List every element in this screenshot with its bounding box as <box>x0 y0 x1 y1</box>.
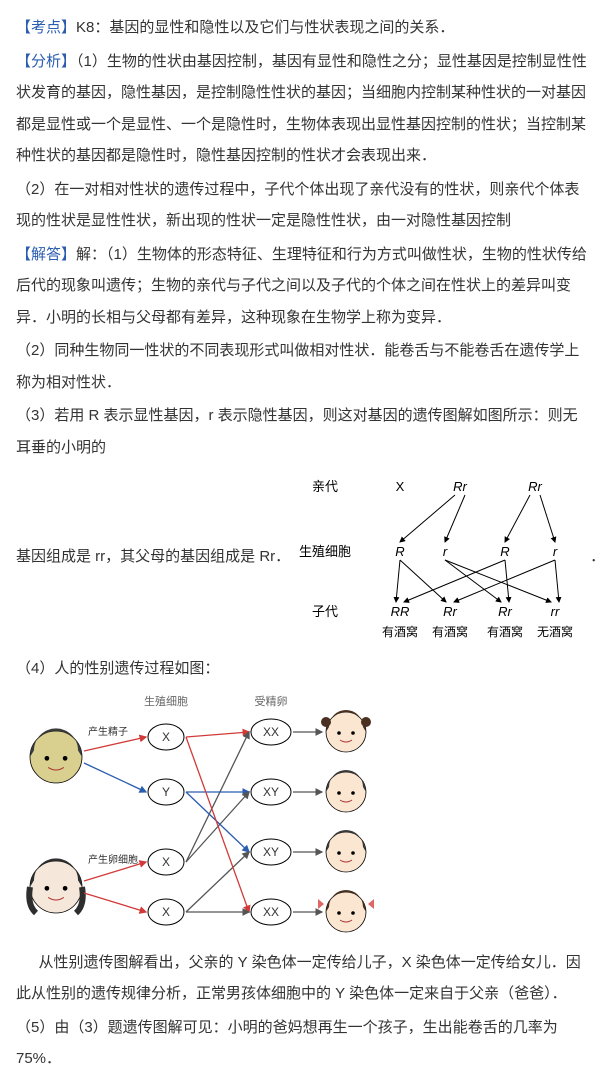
jieda-p5: 从性别遗传图解看出，父亲的 Y 染色体一定传给儿子，X 染色体一定传给女儿．因此… <box>16 947 589 1010</box>
jieda-p1: 【解答】解：（1）生物体的形态特征、生理特征和行为方式叫做性状，生物的性状传给后… <box>16 239 589 334</box>
fenxi-p1-text: （1）生物的性状由基因控制，基因有显性和隐性之分；显性基因是控制显性性状发育的基… <box>16 53 587 165</box>
svg-text:Y: Y <box>162 785 170 799</box>
svg-text:r: r <box>553 544 558 559</box>
svg-text:Rr: Rr <box>453 479 467 494</box>
svg-text:生殖细胞: 生殖细胞 <box>299 544 351 559</box>
svg-text:受精卵: 受精卵 <box>255 695 288 708</box>
kaodian-label: 【考点】 <box>16 19 76 36</box>
svg-text:生殖细胞: 生殖细胞 <box>144 694 188 708</box>
jieda-p3-trail: ． <box>590 541 605 573</box>
svg-text:有酒窝: 有酒窝 <box>382 624 418 639</box>
svg-text:RR: RR <box>391 604 410 619</box>
svg-text:XY: XY <box>263 785 279 799</box>
svg-text:XY: XY <box>263 845 279 859</box>
fenxi-p2: （2）在一对相对性状的遗传过程中，子代个体出现了亲代没有的性状，则亲代个体表现的… <box>16 174 589 237</box>
kaodian-line: 【考点】K8：基因的显性和隐性以及它们与性状表现之间的关系． <box>16 12 589 44</box>
jieda-p3-lead: 基因组成是 rr，其父母的基因组成是 Rr． <box>16 541 290 573</box>
svg-text:rr: rr <box>551 604 560 619</box>
svg-text:有酒窝: 有酒窝 <box>487 624 523 639</box>
svg-text:R: R <box>395 544 404 559</box>
svg-text:X: X <box>162 730 170 744</box>
svg-text:XX: XX <box>263 905 279 919</box>
fenxi-label: 【分析】 <box>16 53 76 70</box>
svg-text:X: X <box>162 855 170 869</box>
sex-inheritance-diagram: 生殖细胞受精卵产生精子产生卵细胞XYXXXXXYXYXX <box>16 687 589 947</box>
genetics-diagram: 亲代生殖细胞子代XRrRrRrRrRRRrRrrr有酒窝有酒窝有酒窝无酒窝 <box>290 467 590 647</box>
svg-text:Rr: Rr <box>528 479 542 494</box>
jieda-p2: （2）同种生物同一性状的不同表现形式叫做相对性状．能卷舌与不能卷舌在遗传学上称为… <box>16 335 589 398</box>
svg-text:有酒窝: 有酒窝 <box>432 624 468 639</box>
sex-inheritance-diagram-svg: 生殖细胞受精卵产生精子产生卵细胞XYXXXXXYXYXX <box>16 687 396 947</box>
jieda-p6: （5）由（3）题遗传图解可见：小明的爸妈想再生一个孩子，生出能卷舌的几率为 75… <box>16 1012 589 1075</box>
jieda-p3: （3）若用 R 表示显性基因，r 表示隐性基因，则这对基因的遗传图解如图所示：则… <box>16 400 589 463</box>
svg-text:无酒窝: 无酒窝 <box>537 624 573 639</box>
svg-text:产生精子: 产生精子 <box>88 725 128 738</box>
svg-text:XX: XX <box>263 725 279 739</box>
jieda-label: 【解答】 <box>16 246 76 263</box>
svg-text:产生卵细胞: 产生卵细胞 <box>88 853 138 866</box>
genetics-diagram-svg: 亲代生殖细胞子代XRrRrRrRrRRRrRrrr有酒窝有酒窝有酒窝无酒窝 <box>290 467 590 647</box>
kaodian-text: K8：基因的显性和隐性以及它们与性状表现之间的关系． <box>76 19 454 36</box>
svg-text:Rr: Rr <box>498 604 512 619</box>
diagram1-row: 基因组成是 rr，其父母的基因组成是 Rr． 亲代生殖细胞子代 X Rr Rr Rr Rr… <box>16 467 589 647</box>
jieda-p4: （4）人的性别遗传过程如图： <box>16 653 589 685</box>
svg-text:Rr: Rr <box>443 604 457 619</box>
svg-text:R: R <box>500 544 509 559</box>
svg-text:X: X <box>162 905 170 919</box>
svg-text:r: r <box>443 544 448 559</box>
jieda-p1-text: 解：（1）生物体的形态特征、生理特征和行为方式叫做性状，生物的性状传给后代的现象… <box>16 246 587 326</box>
svg-text:X: X <box>396 479 405 494</box>
fenxi-p1: 【分析】（1）生物的性状由基因控制，基因有显性和隐性之分；显性基因是控制显性性状… <box>16 46 589 172</box>
svg-text:子代: 子代 <box>312 604 338 619</box>
svg-text:亲代: 亲代 <box>312 479 338 494</box>
